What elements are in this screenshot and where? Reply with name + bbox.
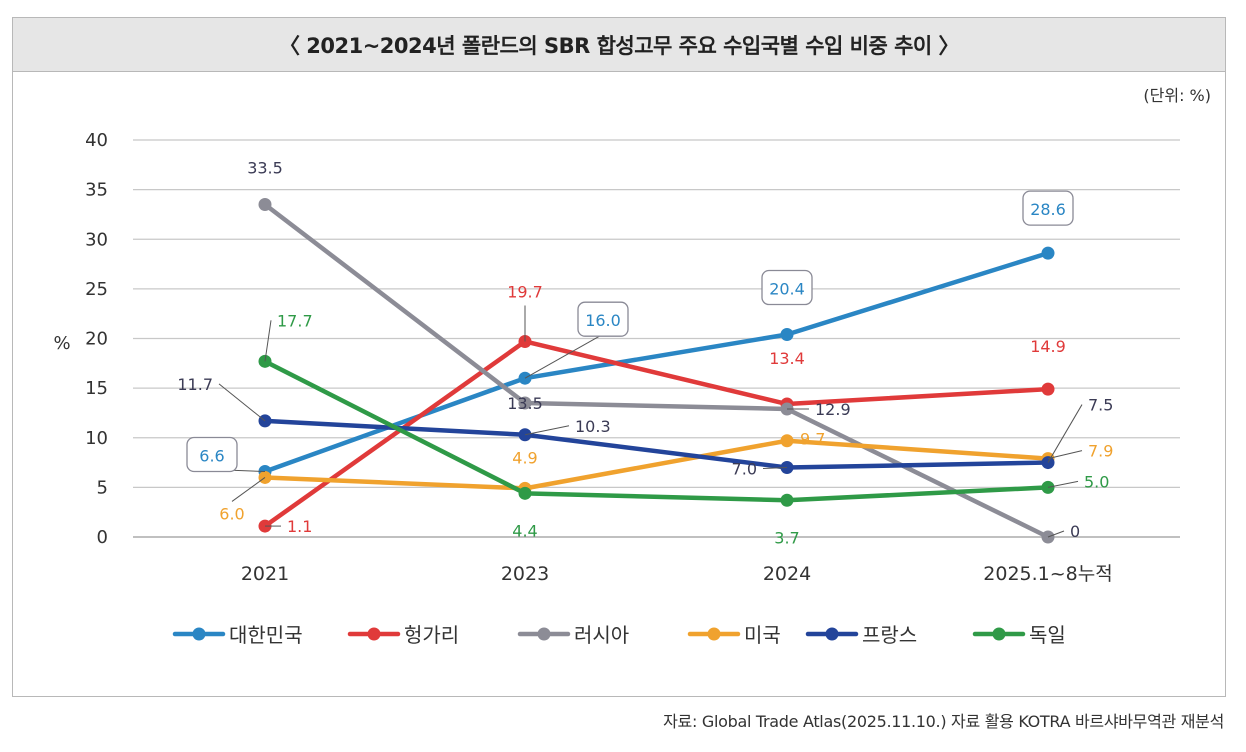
- x-tick-label: 2023: [501, 563, 549, 585]
- leader-line: [1047, 480, 1079, 488]
- data-label: 13.4: [769, 349, 805, 368]
- data-label: 20.4: [769, 280, 805, 299]
- data-label-box: [577, 301, 629, 337]
- y-tick-label: 15: [85, 378, 108, 399]
- x-tick-label: 2025.1~8누적: [983, 563, 1112, 585]
- leader-line: [1047, 404, 1083, 463]
- legend-label: 미국: [744, 623, 781, 647]
- data-label: 11.7: [177, 375, 213, 394]
- data-point: [518, 396, 532, 410]
- legend-marker: [992, 627, 1006, 641]
- data-point: [1041, 246, 1055, 260]
- legend-marker: [192, 627, 206, 641]
- data-point: [780, 434, 794, 448]
- data-label-box: [761, 269, 813, 306]
- y-axis-label: %: [53, 333, 70, 354]
- data-label: 6.6: [199, 446, 224, 465]
- data-point: [258, 198, 272, 212]
- leader-line: [762, 467, 788, 470]
- data-label: 28.6: [1030, 200, 1066, 219]
- data-point: [780, 493, 794, 507]
- data-label: 12.9: [815, 400, 851, 419]
- data-label: 7.0: [732, 460, 757, 479]
- series-line: [262, 359, 1051, 503]
- leader-line: [218, 383, 266, 422]
- x-tick-label: 2024: [763, 563, 811, 585]
- legend-label: 러시아: [574, 623, 629, 647]
- legend-marker: [707, 627, 721, 641]
- data-label: 6.0: [219, 504, 244, 523]
- data-point: [518, 486, 532, 500]
- data-point: [1041, 382, 1055, 396]
- data-label: 10.3: [575, 417, 611, 436]
- leader-line: [1047, 450, 1083, 460]
- x-tick-label: 2021: [241, 563, 289, 585]
- leader-line: [1047, 530, 1065, 538]
- y-tick-label: 10: [85, 428, 108, 449]
- legend-marker: [537, 627, 551, 641]
- data-label: 17.7: [277, 311, 313, 330]
- y-tick-label: 0: [97, 527, 108, 548]
- y-tick-label: 30: [85, 229, 108, 250]
- leader-line: [264, 320, 272, 362]
- legend-label: 헝가리: [404, 623, 459, 647]
- data-label: 9.7: [800, 430, 825, 449]
- data-label: 13.5: [507, 394, 543, 413]
- legend-label: 독일: [1029, 623, 1066, 647]
- legend-label: 대한민국: [229, 623, 303, 647]
- legend-marker: [825, 627, 839, 641]
- y-tick-label: 5: [97, 477, 108, 498]
- data-label: 7.9: [1088, 442, 1113, 461]
- series-line: [262, 438, 1051, 491]
- legend-marker: [367, 627, 381, 641]
- chart-title: 〈 2021~2024년 폴란드의 SBR 합성고무 주요 수입국별 수입 비중…: [13, 18, 1225, 72]
- data-label: 14.9: [1030, 337, 1066, 356]
- y-tick-label: 35: [85, 180, 108, 201]
- series-line: [262, 339, 1051, 529]
- legend-label: 프랑스: [862, 623, 917, 647]
- unit-note: (단위: %): [1143, 86, 1211, 105]
- data-label: 1.1: [287, 517, 312, 536]
- chart-frame: 〈 2021~2024년 폴란드의 SBR 합성고무 주요 수입국별 수입 비중…: [12, 17, 1226, 697]
- source-note: 자료: Global Trade Atlas(2025.11.10.) 자료 활…: [663, 712, 1224, 731]
- data-point: [780, 328, 794, 342]
- data-label-box: [1022, 190, 1074, 226]
- leader-line: [524, 425, 570, 436]
- data-label: 4.4: [512, 521, 537, 540]
- data-label: 7.5: [1088, 396, 1113, 415]
- leader-line: [524, 333, 604, 379]
- y-tick-label: 20: [85, 329, 108, 350]
- leader-line: [231, 477, 266, 502]
- y-tick-label: 40: [85, 130, 108, 151]
- data-label-box: [186, 436, 238, 473]
- data-label: 3.7: [774, 528, 799, 547]
- data-label: 4.9: [512, 448, 537, 467]
- data-label: 0: [1070, 522, 1080, 541]
- data-label: 33.5: [247, 159, 283, 178]
- series-line: [262, 250, 1051, 474]
- data-label: 5.0: [1084, 472, 1109, 491]
- data-label: 19.7: [507, 282, 543, 301]
- data-label: 16.0: [585, 311, 621, 330]
- series-line: [262, 202, 1051, 540]
- y-tick-label: 25: [85, 279, 108, 300]
